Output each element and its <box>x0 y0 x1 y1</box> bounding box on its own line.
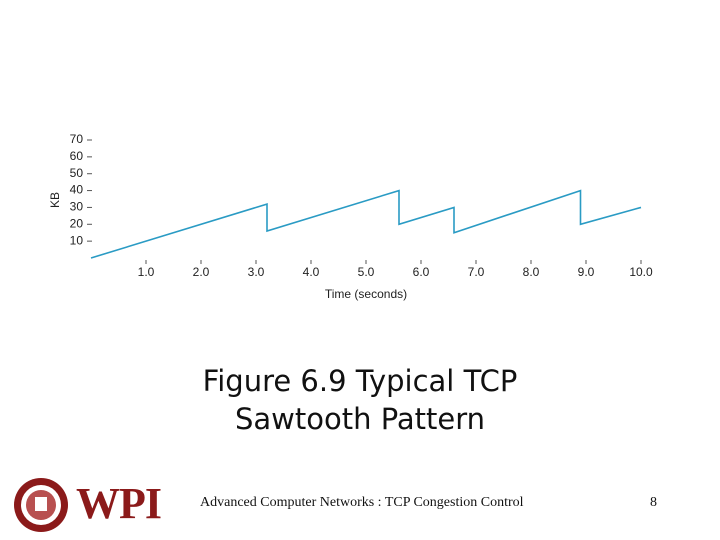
logo-seal <box>14 478 68 532</box>
chart: KB Time (seconds) 10 20 30 40 50 60 70 1.0 2.0 3.… <box>48 132 653 301</box>
data-line <box>90 189 642 259</box>
x-axis-label: Time (seconds) <box>325 287 407 301</box>
x-tick-label: 10.0 <box>629 265 653 279</box>
x-tick-label: 1.0 <box>138 265 155 279</box>
x-tick-label: 6.0 <box>413 265 430 279</box>
y-tick-label: 50 <box>70 166 84 180</box>
x-tick-label: 3.0 <box>248 265 265 279</box>
y-tick-label: 20 <box>70 216 84 230</box>
x-tick-label: 4.0 <box>303 265 320 279</box>
x-tick-label: 7.0 <box>468 265 485 279</box>
page-number: 8 <box>650 495 657 510</box>
y-tick-label: 60 <box>70 149 84 163</box>
x-tick-label: 5.0 <box>358 265 375 279</box>
x-tick-label: 8.0 <box>523 265 540 279</box>
logo-text: WPI <box>76 479 162 528</box>
slide-title: Figure 6.9 Typical TCP Sawtooth Pattern <box>202 364 518 436</box>
y-tick-label: 70 <box>70 132 84 146</box>
x-tick-label: 2.0 <box>193 265 210 279</box>
y-axis-label: KB <box>48 192 62 208</box>
y-tick-label: 10 <box>70 233 84 247</box>
y-tick-label: 30 <box>70 200 84 214</box>
x-tick-label: 9.0 <box>578 265 595 279</box>
footer-text: Advanced Computer Networks : TCP Congest… <box>200 495 524 510</box>
y-tick-label: 40 <box>70 183 84 197</box>
